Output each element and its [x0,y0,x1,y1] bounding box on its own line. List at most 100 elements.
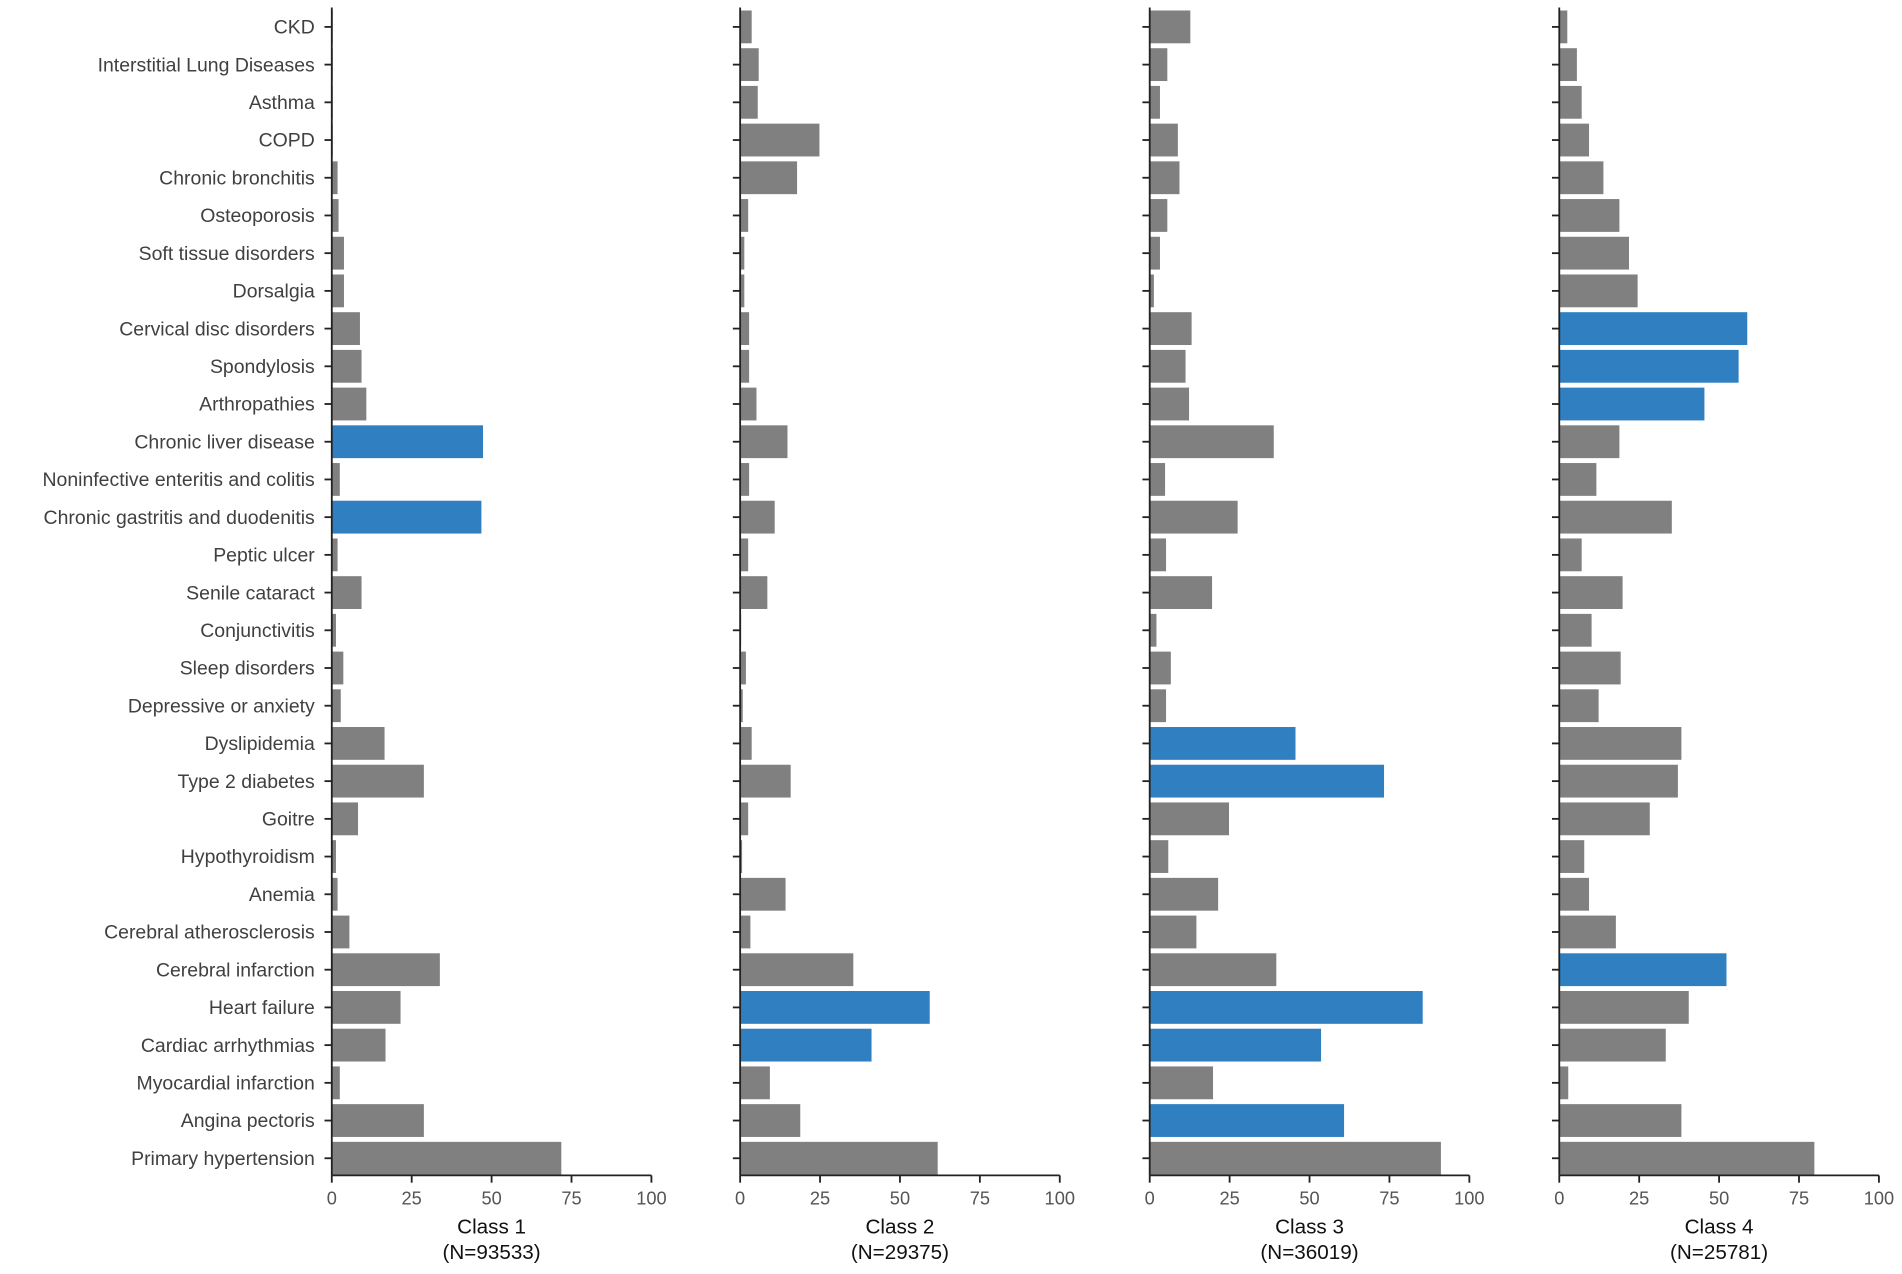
bar [331,876,339,912]
bar [331,763,426,799]
category-label: Sleep disorders [180,658,315,680]
category-label: CKD [274,17,315,39]
bar [1558,348,1740,384]
panel-title: Class 1 [457,1216,526,1239]
bar [1558,499,1674,535]
bar [1149,914,1198,950]
bar [1558,273,1639,309]
bar [1558,801,1651,837]
bar [1558,650,1622,686]
bar [1558,612,1593,648]
bar [331,952,442,988]
bar [1149,650,1173,686]
x-tick-label: 25 [402,1188,422,1209]
category-label: COPD [259,130,315,152]
bar [331,688,342,724]
category-label: Dorsalgia [233,281,315,303]
category-label: Myocardial infarction [137,1073,315,1095]
bar [739,499,776,535]
bar [1558,424,1621,460]
x-tick-label: 100 [1045,1188,1075,1209]
category-label: Cardiac arrhythmias [141,1035,315,1057]
bar [739,1065,772,1101]
bar [1558,574,1624,611]
category-label: Anemia [249,884,315,906]
bar [1149,122,1180,158]
bar [1558,235,1631,271]
bar [1149,725,1297,762]
bar [1558,122,1591,158]
bar [331,574,363,611]
x-tick-label: 100 [1454,1188,1484,1209]
bar [1149,876,1220,912]
category-label: Spondylosis [210,356,315,378]
bar [1558,46,1579,83]
category-label: Primary hypertension [131,1148,315,1170]
bar [331,386,368,422]
bar [331,1065,342,1101]
bar [1149,424,1275,460]
x-tick-label: 100 [636,1188,666,1209]
bar [1149,952,1278,988]
x-tick-label: 0 [735,1188,745,1209]
bar [739,122,821,158]
bar [1149,838,1170,875]
bar [739,348,751,384]
bar [331,914,351,950]
bar [1149,197,1169,234]
bar [331,499,483,535]
x-tick-label: 50 [890,1188,910,1209]
bar [1149,160,1181,196]
bar [1558,725,1683,762]
panel-n-label: (N=25781) [1670,1241,1768,1264]
bar [1558,1065,1570,1101]
x-tick-label: 25 [810,1188,830,1209]
category-label: Heart failure [209,997,315,1019]
bar [1149,1065,1215,1101]
bar [1558,1102,1683,1139]
bar [331,725,386,762]
category-label: Type 2 diabetes [178,771,316,793]
bar [739,197,750,234]
category-label: Senile cataract [186,582,315,604]
bar [1149,537,1168,573]
bar [1558,537,1583,573]
bar [739,801,750,837]
category-label: Cervical disc disorders [119,318,315,340]
bar [1558,876,1591,912]
x-tick-label: 75 [1379,1188,1399,1209]
bar [331,160,339,196]
bar [739,386,758,422]
bar [1558,688,1600,724]
bar [1558,461,1598,498]
bar [1149,386,1191,422]
bar [1149,461,1167,498]
panel-n-label: (N=36019) [1260,1241,1358,1264]
bar [1558,914,1618,950]
bar [739,574,769,611]
bar [1558,989,1690,1026]
bar [331,424,485,460]
bar [739,160,799,196]
bar [1558,952,1728,988]
bar [1149,574,1214,611]
bar [739,876,787,912]
x-tick-label: 0 [327,1188,337,1209]
bar [739,1102,802,1139]
category-label: Soft tissue disorders [139,243,315,265]
bar [1558,1140,1816,1176]
x-tick-label: 25 [1629,1188,1649,1209]
bar [739,650,748,686]
bar [1149,801,1231,837]
bar [739,1027,873,1063]
panel-title: Class 2 [866,1216,935,1239]
bar [739,84,759,120]
bar [331,1027,387,1063]
bar [1149,688,1168,724]
category-label: Cerebral atherosclerosis [104,922,315,944]
x-tick-label: 75 [1789,1188,1809,1209]
bar [1558,1027,1667,1063]
bar [1149,763,1386,799]
x-tick-label: 75 [970,1188,990,1209]
